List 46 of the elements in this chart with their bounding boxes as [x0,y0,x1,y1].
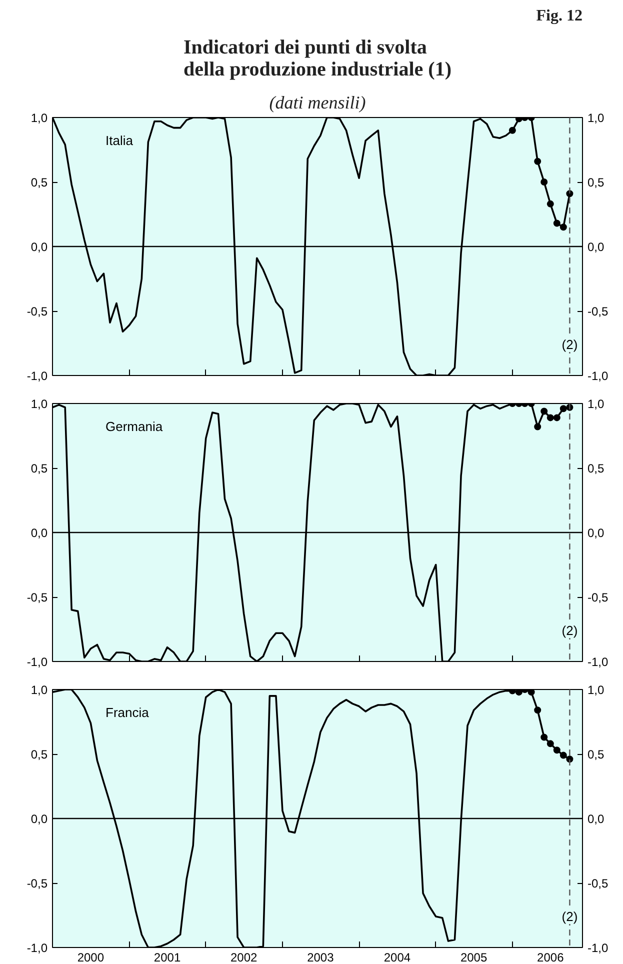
y-tick-label: -0,5 [26,590,48,604]
y2-tick-label: 1,0 [588,397,605,411]
y2-tick-label: 0,5 [588,176,605,190]
y-tick-label: -1,0 [26,941,48,955]
y-tick-label: -1,0 [26,655,48,669]
x-tick-label: 2000 [77,950,104,964]
x-tick-label: 2002 [230,950,258,964]
y2-tick-label: 0,0 [588,240,605,254]
chart-subtitle: (dati mensili) [269,92,366,112]
y-tick-label: 0,5 [30,176,48,190]
y2-tick-label: -1,0 [588,941,609,955]
y-tick-label: 1,0 [30,683,48,697]
y2-tick-label: -0,5 [588,876,609,890]
y-tick-label: -0,5 [26,304,48,318]
chart-title: Indicatori dei punti di svolta della produzione industriale (1) [184,36,452,80]
y-tick-label: -0,5 [26,876,48,890]
x-tick-label: 2003 [307,950,334,964]
series-label: Francia [106,705,150,720]
ref-line-label: (2) [562,337,578,352]
y2-tick-label: 0,0 [588,812,605,826]
y-tick-label: 1,0 [30,111,48,125]
y2-tick-label: 0,0 [588,526,605,540]
y2-tick-label: -1,0 [588,655,609,669]
ref-line-label: (2) [562,909,578,924]
y-tick-label: 0,5 [30,748,48,762]
y2-tick-label: -0,5 [588,590,609,604]
y2-tick-label: 1,0 [588,111,605,125]
y-tick-label: 0,0 [30,812,48,826]
x-tick-label: 2001 [154,950,181,964]
x-tick-label: 2004 [384,950,411,964]
series-label: Italia [106,133,134,148]
y-tick-label: -1,0 [26,369,48,383]
x-tick-label: 2006 [537,950,564,964]
y-tick-label: 0,0 [30,240,48,254]
y-tick-label: 0,0 [30,526,48,540]
y2-tick-label: 0,5 [588,462,605,476]
y-tick-label: 1,0 [30,397,48,411]
caption: Fig. 12 [536,8,582,24]
ref-line-label: (2) [562,623,578,638]
y2-tick-label: -0,5 [588,304,609,318]
y2-tick-label: 1,0 [588,683,605,697]
y2-tick-label: 0,5 [588,748,605,762]
text: Germania [106,419,164,434]
y2-tick-label: -1,0 [588,369,609,383]
x-tick-label: 2005 [460,950,488,964]
y-tick-label: 0,5 [30,462,48,476]
